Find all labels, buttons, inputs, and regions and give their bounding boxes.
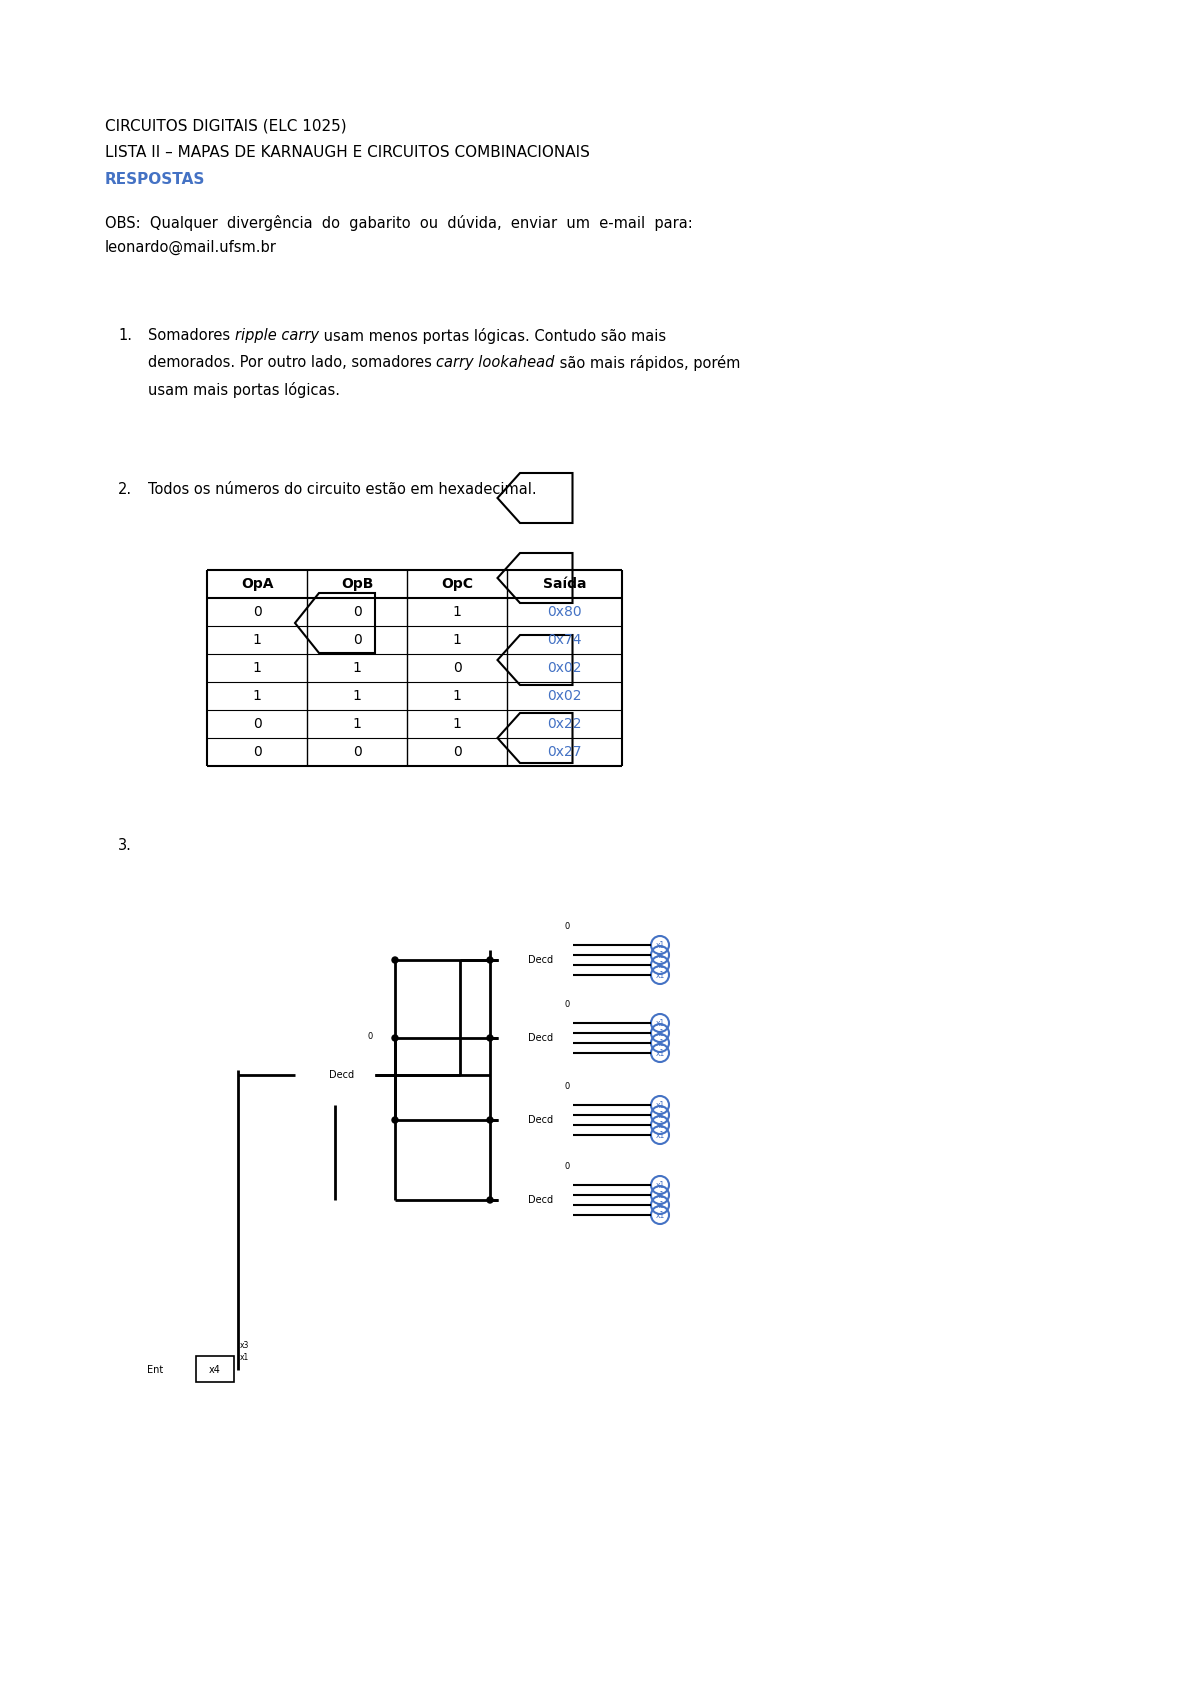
Text: x1: x1	[655, 971, 665, 980]
Text: x1: x1	[655, 1190, 665, 1199]
Text: 1: 1	[452, 633, 462, 647]
Text: usam mais portas lógicas.: usam mais portas lógicas.	[148, 382, 340, 397]
Circle shape	[487, 958, 493, 963]
Bar	[196, 1357, 234, 1382]
Text: x1: x1	[655, 1110, 665, 1119]
Text: CIRCUITOS DIGITAIS (ELC 1025): CIRCUITOS DIGITAIS (ELC 1025)	[106, 117, 347, 132]
Text: Todos os números do circuito estão em hexadecimal.: Todos os números do circuito estão em he…	[148, 482, 536, 498]
Text: x1: x1	[655, 1121, 665, 1129]
Text: x3: x3	[240, 1341, 250, 1350]
Text: 0: 0	[353, 745, 361, 759]
Text: 1: 1	[252, 661, 262, 676]
Text: 0: 0	[353, 604, 361, 620]
Text: carry lookahead: carry lookahead	[437, 355, 554, 370]
Text: 0: 0	[565, 1000, 570, 1009]
Text: ripple carry: ripple carry	[235, 328, 319, 343]
Text: x1: x1	[655, 1211, 665, 1219]
Text: 3.: 3.	[118, 839, 132, 852]
Text: 0x27: 0x27	[547, 745, 582, 759]
Text: 1: 1	[452, 604, 462, 620]
Text: leonardo@mail.ufsm.br: leonardo@mail.ufsm.br	[106, 239, 277, 255]
Text: 0: 0	[452, 661, 461, 676]
Circle shape	[487, 1197, 493, 1202]
Text: 0x02: 0x02	[547, 689, 582, 703]
Text: 0: 0	[565, 922, 570, 931]
Text: OpC: OpC	[442, 577, 473, 591]
Text: x1: x1	[655, 1048, 665, 1058]
Text: x4: x4	[209, 1365, 221, 1375]
Circle shape	[487, 1036, 493, 1041]
Text: OBS:  Qualquer  divergência  do  gabarito  ou  dúvida,  enviar  um  e-mail  para: OBS: Qualquer divergência do gabarito ou…	[106, 216, 692, 231]
Circle shape	[392, 958, 398, 963]
Text: x1: x1	[655, 1131, 665, 1139]
Text: 0x80: 0x80	[547, 604, 582, 620]
Text: 1: 1	[353, 689, 361, 703]
Text: RESPOSTAS: RESPOSTAS	[106, 171, 205, 187]
Text: x1: x1	[655, 1039, 665, 1048]
Text: 1: 1	[252, 689, 262, 703]
Text: x1: x1	[655, 951, 665, 959]
Text: Decd: Decd	[329, 1070, 354, 1080]
Text: 0x02: 0x02	[547, 661, 582, 676]
Text: demorados. Por outro lado, somadores: demorados. Por outro lado, somadores	[148, 355, 437, 370]
Circle shape	[392, 1117, 398, 1122]
Text: 1: 1	[452, 689, 462, 703]
Text: 0: 0	[565, 1161, 570, 1172]
Circle shape	[392, 1036, 398, 1041]
Text: 0: 0	[452, 745, 461, 759]
Text: Decd: Decd	[528, 1195, 553, 1206]
Text: usam menos portas lógicas. Contudo são mais: usam menos portas lógicas. Contudo são m…	[319, 328, 666, 345]
Text: 1: 1	[353, 661, 361, 676]
Text: 1: 1	[452, 717, 462, 732]
Text: 0: 0	[353, 633, 361, 647]
Text: 0x74: 0x74	[547, 633, 582, 647]
Text: 0: 0	[253, 604, 262, 620]
Text: 0: 0	[253, 717, 262, 732]
Text: Ent: Ent	[146, 1365, 163, 1375]
Text: x1: x1	[655, 1100, 665, 1109]
Text: x1: x1	[655, 1029, 665, 1037]
Text: Somadores: Somadores	[148, 328, 235, 343]
Text: 0: 0	[565, 1082, 570, 1092]
Text: x1: x1	[655, 1019, 665, 1027]
Text: Decd: Decd	[528, 954, 553, 964]
Text: OpB: OpB	[341, 577, 373, 591]
Text: Decd: Decd	[528, 1032, 553, 1043]
Text: x1: x1	[655, 1180, 665, 1190]
Circle shape	[487, 1117, 493, 1122]
Text: OpA: OpA	[241, 577, 274, 591]
Text: LISTA II – MAPAS DE KARNAUGH E CIRCUITOS COMBINACIONAIS: LISTA II – MAPAS DE KARNAUGH E CIRCUITOS…	[106, 144, 590, 160]
Text: Saída: Saída	[542, 577, 587, 591]
Text: 0: 0	[253, 745, 262, 759]
Text: 2.: 2.	[118, 482, 132, 498]
Text: x1: x1	[655, 1200, 665, 1209]
Text: 1.: 1.	[118, 328, 132, 343]
Text: 1: 1	[353, 717, 361, 732]
Text: 0: 0	[367, 1032, 373, 1041]
Text: 0x22: 0x22	[547, 717, 582, 732]
Text: x1: x1	[655, 941, 665, 949]
Text: x1: x1	[655, 961, 665, 970]
Text: x1: x1	[240, 1353, 250, 1362]
Text: são mais rápidos, porém: são mais rápidos, porém	[554, 355, 740, 370]
Text: 1: 1	[252, 633, 262, 647]
Text: Decd: Decd	[528, 1116, 553, 1126]
